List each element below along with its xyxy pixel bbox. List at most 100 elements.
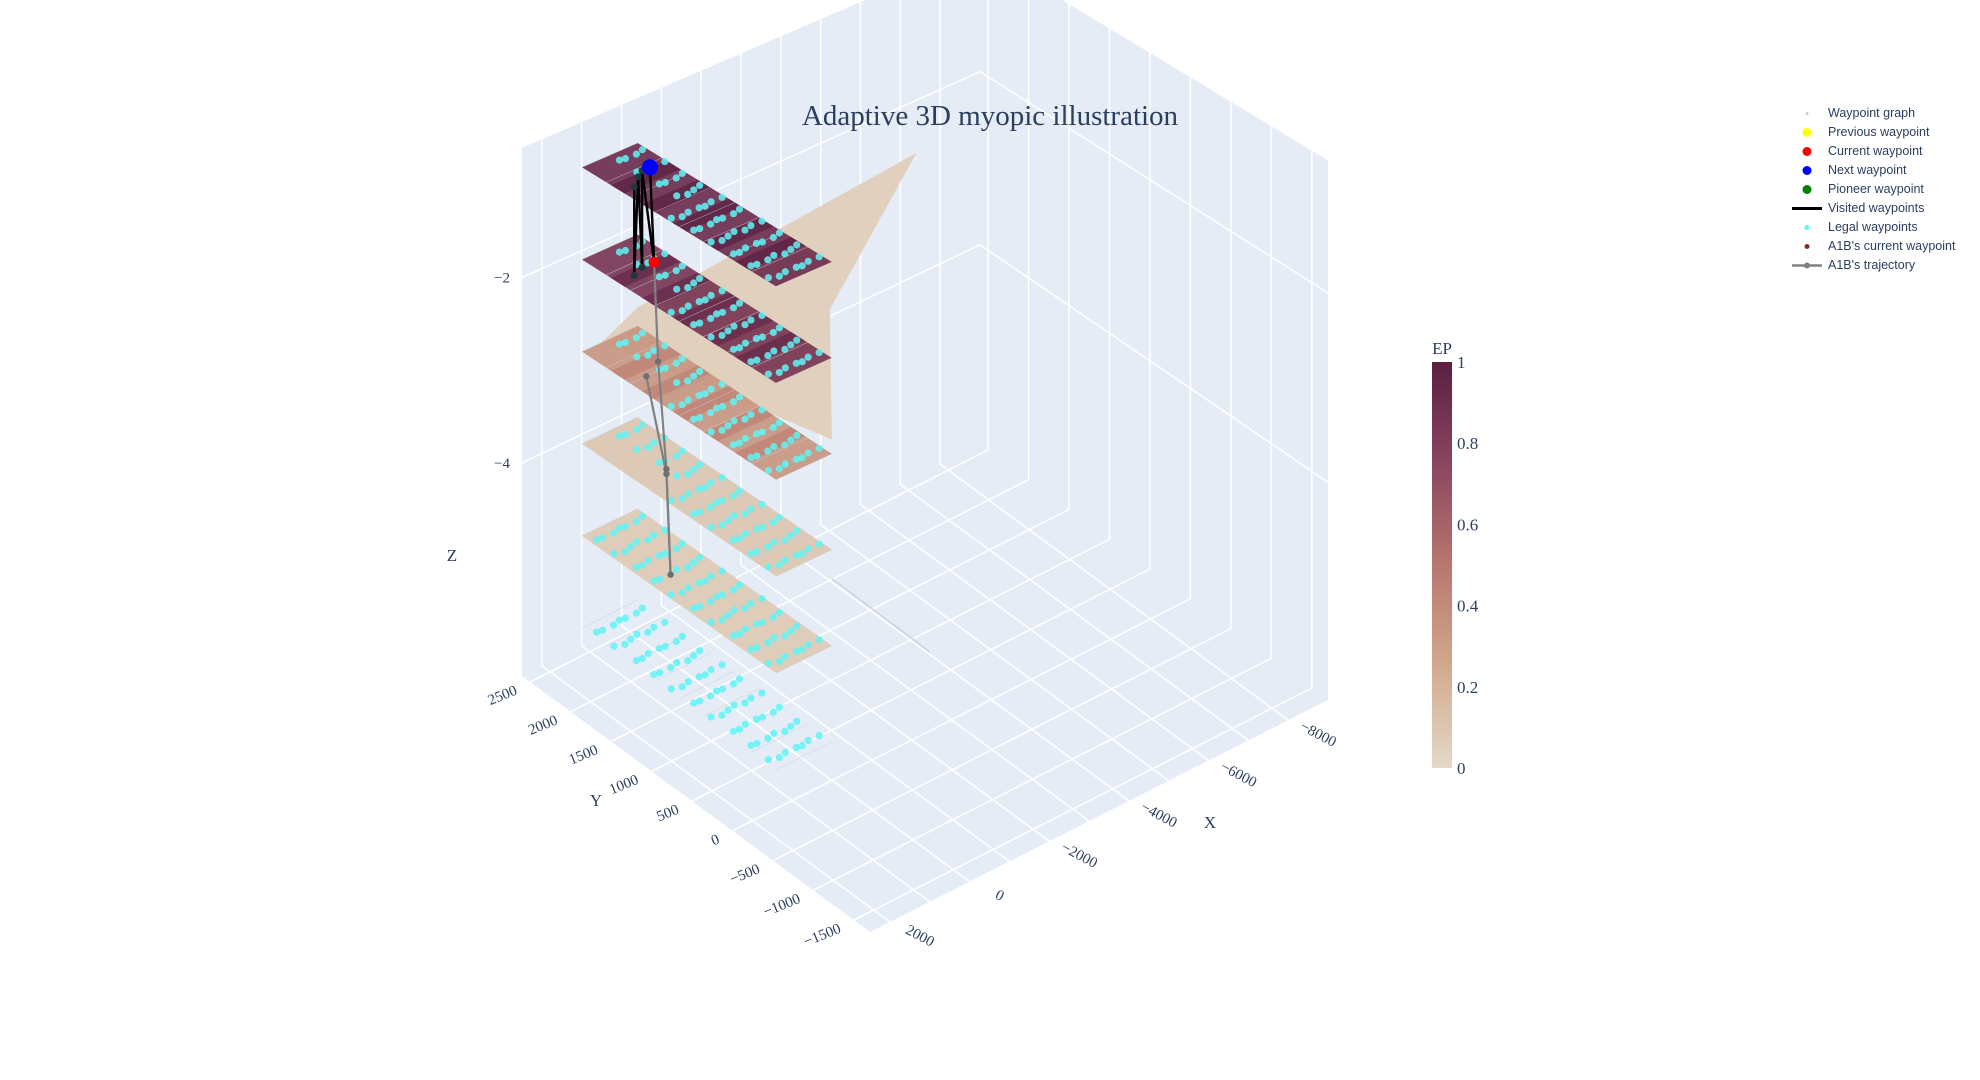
- legal-waypoint: [673, 378, 681, 387]
- legal-waypoint: [747, 410, 755, 419]
- layer-2: [581, 234, 832, 384]
- legal-waypoint: [815, 636, 823, 644]
- legal-waypoint: [684, 302, 692, 310]
- grid-y: [772, 101, 1232, 862]
- legal-waypoint: [718, 193, 726, 201]
- legal-waypoint: [747, 358, 755, 366]
- legal-waypoint: [712, 498, 721, 507]
- legal-waypoint: [707, 220, 715, 228]
- legal-waypoint: [684, 563, 692, 571]
- legal-waypoint: [764, 274, 772, 282]
- legal-waypoint: [764, 447, 772, 455]
- y-tick-label: −500: [728, 861, 763, 887]
- legal-waypoint: [764, 734, 772, 742]
- legend-symbol-icon: [1802, 185, 1812, 194]
- legal-waypoint: [741, 434, 750, 443]
- legal-waypoint: [707, 409, 715, 417]
- legal-waypoint: [752, 430, 761, 438]
- legal-waypoint: [667, 591, 675, 599]
- legal-waypoint: [798, 358, 806, 366]
- legal-waypoint: [644, 351, 652, 359]
- legal-waypoint: [730, 322, 738, 330]
- legal-waypoint: [610, 549, 618, 558]
- legal-waypoint: [672, 637, 680, 646]
- legal-waypoint: [747, 599, 755, 608]
- legal-waypoint: [707, 572, 715, 580]
- legal-waypoint: [678, 307, 686, 315]
- graph-edge: [751, 532, 808, 561]
- graph-edge: [751, 437, 808, 464]
- x-tick-label: −8000: [1297, 719, 1338, 751]
- a1b-trajectory-point: [654, 358, 662, 365]
- legal-waypoint: [764, 256, 772, 264]
- graph-edge: [703, 405, 760, 432]
- legal-waypoint: [718, 236, 726, 245]
- y-tick-label: −1000: [761, 891, 803, 920]
- legal-waypoint: [769, 423, 777, 431]
- legal-waypoint: [792, 455, 800, 463]
- legal-waypoint: [690, 226, 698, 234]
- legal-waypoint: [667, 214, 675, 222]
- legal-waypoint: [696, 224, 704, 233]
- colorbar-tick-label: 0.2: [1457, 678, 1478, 697]
- legal-waypoint: [735, 487, 744, 495]
- visited-waypoint: [638, 264, 646, 272]
- legal-waypoint: [627, 635, 635, 643]
- legal-waypoint: [775, 324, 783, 332]
- legal-waypoint: [673, 192, 681, 200]
- legal-waypoint: [661, 642, 669, 651]
- legal-waypoint: [661, 526, 669, 534]
- legal-waypoint: [724, 516, 732, 525]
- y-tick-label: 500: [655, 802, 682, 825]
- legal-waypoint: [696, 319, 704, 327]
- legal-waypoint: [730, 606, 738, 614]
- legal-waypoint: [775, 657, 783, 665]
- legal-waypoint: [678, 355, 686, 363]
- legal-waypoint: [695, 297, 703, 306]
- legal-waypoint: [764, 639, 772, 647]
- legal-waypoint: [769, 613, 777, 621]
- legal-waypoint: [621, 246, 630, 255]
- legal-waypoint: [701, 390, 709, 398]
- legal-waypoint: [684, 657, 692, 665]
- legal-waypoint: [735, 344, 744, 352]
- legal-waypoint: [792, 551, 800, 560]
- legal-waypoint: [621, 640, 629, 648]
- legal-waypoint: [730, 227, 738, 236]
- legal-waypoint: [690, 558, 698, 567]
- legal-waypoint: [793, 241, 801, 249]
- legal-waypoint: [741, 530, 750, 538]
- x-tick-label: −2000: [1058, 840, 1099, 872]
- legal-waypoint: [696, 553, 704, 562]
- legend-symbol-icon: [1804, 225, 1810, 230]
- graph-edge: [678, 389, 735, 416]
- legal-waypoint: [747, 316, 755, 324]
- legal-waypoint: [793, 527, 801, 535]
- legal-waypoint: [673, 472, 681, 480]
- graph-edge: [654, 559, 711, 588]
- legal-waypoint: [655, 551, 663, 560]
- x-tick-label: 0: [992, 887, 1006, 905]
- legal-waypoint: [610, 642, 618, 650]
- a1b-trajectory-point: [643, 373, 650, 380]
- legal-waypoint: [764, 370, 772, 378]
- colorbar-title: EP: [1432, 339, 1452, 358]
- legal-waypoint: [690, 510, 698, 518]
- legal-waypoint: [615, 616, 624, 624]
- ep-band: [735, 427, 805, 462]
- legal-waypoint: [672, 545, 680, 553]
- legal-waypoint: [615, 432, 624, 440]
- legal-waypoint: [673, 565, 681, 573]
- legal-waypoint: [701, 296, 709, 304]
- graph-edge: [751, 342, 808, 368]
- legend-symbol-icon: [1792, 207, 1822, 210]
- graph-edge: [751, 628, 808, 657]
- legal-waypoint: [758, 217, 766, 225]
- legal-waypoint: [804, 736, 812, 745]
- legal-waypoint: [678, 401, 686, 409]
- legal-waypoint: [792, 359, 800, 367]
- legal-waypoint: [638, 512, 646, 521]
- legal-waypoint: [752, 715, 761, 723]
- legal-waypoint: [684, 678, 692, 686]
- y-tick-label: −1500: [802, 921, 844, 950]
